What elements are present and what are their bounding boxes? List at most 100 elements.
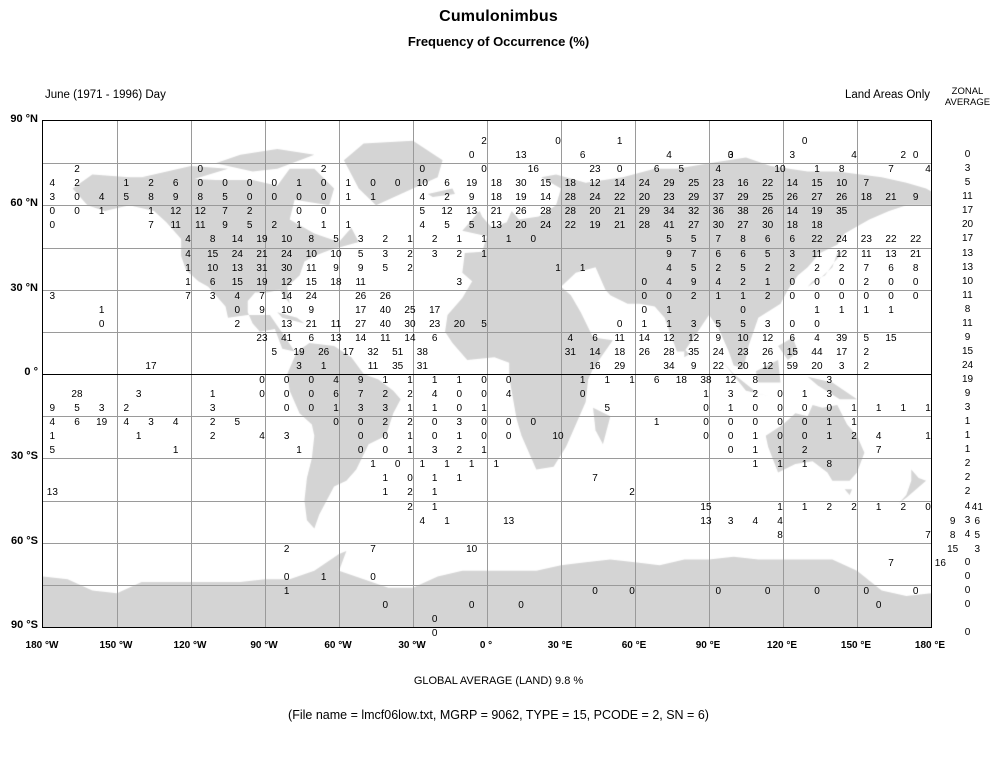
data-cell: 1	[604, 375, 611, 386]
data-cell: 24	[836, 234, 848, 246]
gridline-horizontal	[43, 205, 931, 207]
data-cell: 6	[579, 150, 586, 162]
data-cell: 1	[481, 445, 487, 457]
data-cell: 4	[419, 192, 426, 204]
data-cell: 51	[392, 346, 404, 358]
data-cell: 3	[382, 403, 389, 415]
data-cell: 18	[860, 192, 872, 204]
longitude-tick-label: 180 °E	[914, 640, 946, 651]
data-cell: 2	[764, 262, 771, 274]
data-cell: 5	[246, 220, 253, 232]
data-cell: 1	[209, 389, 216, 401]
data-cell: 2	[320, 164, 327, 176]
data-cell: 4	[259, 431, 265, 443]
data-cell: 0	[826, 403, 833, 415]
data-cell: 4	[185, 248, 191, 260]
data-cell: 12	[663, 332, 675, 344]
data-cell: 2	[246, 206, 253, 218]
data-cell: 21	[614, 220, 626, 232]
zonal-average-value: 1	[964, 430, 971, 442]
longitude-tick-label: 150 °W	[99, 640, 133, 651]
data-cell: 23	[589, 164, 601, 176]
data-cell: 2	[407, 389, 413, 401]
data-cell: 0	[222, 178, 228, 190]
data-cell: 0	[456, 403, 463, 415]
data-cell: 9	[715, 332, 722, 344]
data-cell: 10	[774, 164, 786, 176]
data-cell: 14	[355, 332, 367, 344]
data-cell: 38	[700, 375, 712, 386]
data-cell: 21	[256, 248, 268, 260]
zonal-average-value: 5	[964, 177, 971, 189]
data-cell: 3	[357, 403, 364, 415]
zonal-average-value: 15	[961, 345, 974, 357]
data-cell: 12	[170, 206, 182, 218]
data-cell: 1	[370, 192, 376, 204]
data-cell: 0	[456, 389, 463, 401]
data-cell: 1	[481, 248, 487, 260]
zonal-average-value: 2	[964, 472, 971, 484]
data-cell: 0	[912, 290, 919, 302]
data-cell: 0	[752, 403, 759, 415]
data-cell: 0	[370, 178, 376, 190]
data-cell: 0	[481, 431, 487, 443]
data-cell: 5	[715, 318, 722, 330]
data-cell: 6	[789, 234, 796, 246]
data-cell: 22	[564, 220, 576, 232]
data-cell: 34	[663, 360, 675, 372]
data-cell: 10	[305, 248, 317, 260]
data-cell: 8	[912, 262, 919, 274]
data-cell: 18	[786, 220, 798, 232]
data-cell: 0	[308, 375, 315, 386]
data-cell: 19	[256, 234, 268, 246]
data-cell: 10	[330, 248, 342, 260]
data-cell: 0	[740, 304, 746, 316]
data-cell: 1	[481, 403, 487, 415]
data-cell: 0	[382, 599, 389, 611]
data-cell: 3	[49, 290, 56, 302]
data-cell: 0	[789, 290, 796, 302]
data-cell: 17	[355, 304, 367, 316]
data-cell: 0	[518, 599, 524, 611]
data-cell: 2	[407, 248, 413, 260]
data-cell: 9	[357, 375, 364, 386]
data-cell: 0	[74, 206, 80, 218]
data-cell: 0	[801, 431, 808, 443]
data-cell: 4	[49, 178, 56, 190]
data-cell: 23	[860, 234, 872, 246]
data-cell: 23	[712, 178, 724, 190]
data-cell: 0	[727, 431, 734, 443]
data-cell: 20	[453, 318, 465, 330]
data-cell: 12	[194, 206, 206, 218]
data-cell: 0	[197, 178, 204, 190]
data-cell: 14	[540, 192, 552, 204]
data-cell: 1	[407, 375, 413, 386]
data-cell: 1	[98, 206, 105, 218]
data-cell: 0	[592, 585, 598, 597]
data-cell: 4	[98, 192, 105, 204]
data-cell: 24	[540, 220, 552, 232]
data-cell: 1	[296, 445, 302, 457]
data-cell: 7	[592, 473, 598, 485]
data-cell: 1	[419, 459, 426, 471]
data-cell: 0	[98, 318, 105, 330]
data-cell: 7	[715, 234, 722, 246]
latitude-tick-label: 60 °N	[10, 197, 38, 210]
data-cell: 0	[629, 585, 635, 597]
data-cell: 9	[666, 248, 672, 260]
data-cell: 12	[441, 206, 453, 218]
data-cell: 0	[777, 431, 783, 443]
data-cell: 11	[306, 262, 317, 274]
gridline-horizontal	[43, 289, 931, 291]
data-cell: 29	[638, 206, 650, 218]
data-cell: 28	[540, 206, 552, 218]
data-cell: 0	[752, 417, 759, 429]
data-cell: 14	[614, 178, 626, 190]
data-cell: 4	[419, 515, 426, 527]
data-cell: 15	[811, 178, 823, 190]
data-cell: 0	[308, 389, 315, 401]
data-cell: 35	[392, 360, 404, 372]
latitude-tick-label: 90 °N	[10, 113, 38, 125]
data-cell: 15	[305, 276, 317, 288]
data-cell: 32	[688, 206, 700, 218]
